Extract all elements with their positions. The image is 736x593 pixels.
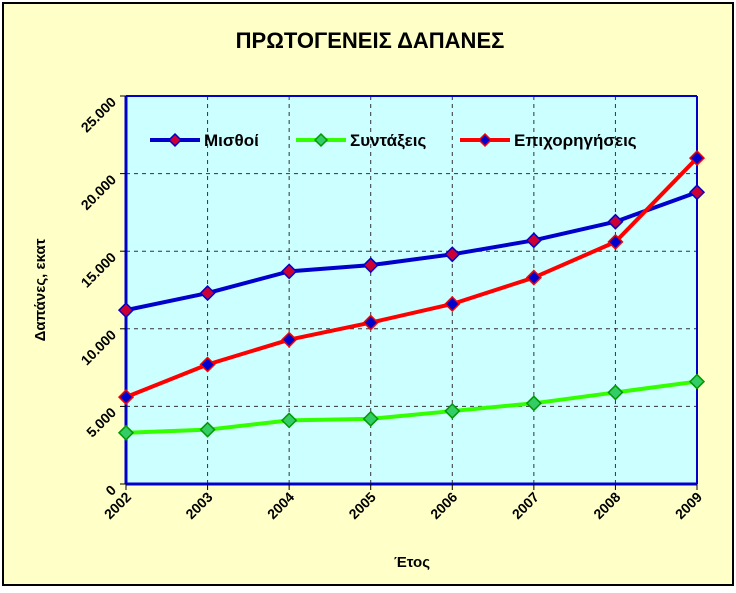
x-axis-label: Έτος: [394, 554, 430, 571]
chart-title: ΠΡΩΤΟΓΕΝΕΙΣ ΔΑΠΑΝΕΣ: [236, 28, 505, 53]
data-point-0-2007: [525, 232, 542, 249]
data-point-2-2006: [444, 295, 461, 313]
series-0: [117, 184, 706, 319]
data-point-1-2009: [688, 373, 706, 390]
data-point-1-2003: [199, 421, 216, 438]
series-line-1: [125, 379, 698, 435]
data-point-2-2005: [362, 314, 379, 331]
data-point-0-2004: [281, 263, 298, 280]
data-point-1-2008: [607, 384, 624, 401]
legend-marker-0: [167, 132, 183, 148]
data-point-2-2003: [199, 356, 216, 373]
legend-marker-2: [477, 132, 493, 148]
legend-item-0: Μισθοί: [150, 131, 259, 150]
series-line-0: [125, 190, 698, 313]
data-point-2-2009: [688, 150, 706, 167]
data-point-1-2006: [444, 402, 461, 420]
series-line-2: [125, 156, 699, 399]
data-point-1-2004: [281, 412, 298, 429]
series-1: [117, 373, 706, 441]
legend-label-2: Επιχορηγήσεις: [514, 131, 637, 150]
data-point-2-2007: [525, 269, 542, 286]
data-point-0-2009: [688, 184, 706, 201]
legend-label-0: Μισθοί: [204, 131, 259, 150]
data-point-1-2002: [117, 424, 135, 441]
series-lines: [117, 150, 706, 441]
data-point-0-2005: [362, 257, 379, 274]
data-point-0-2003: [199, 285, 216, 302]
data-point-1-2005: [362, 410, 379, 427]
legend-item-1: Συντάξεις: [296, 131, 426, 150]
legend-label-1: Συντάξεις: [350, 131, 426, 150]
data-point-2-2004: [281, 331, 298, 348]
legend: Μισθοί Συντάξεις Επιχορηγήσεις: [150, 131, 637, 150]
data-point-0-2006: [444, 246, 461, 263]
y-axis-label: Δαπάνες, εκατ: [32, 238, 49, 341]
data-point-2-2008: [607, 233, 624, 250]
legend-marker-1: [313, 132, 329, 148]
data-point-0-2008: [607, 213, 624, 230]
series-2: [117, 150, 706, 406]
legend-item-2: Επιχορηγήσεις: [460, 131, 637, 150]
data-point-1-2007: [525, 395, 542, 412]
data-point-0-2002: [117, 302, 135, 319]
data-point-2-2002: [117, 389, 135, 406]
